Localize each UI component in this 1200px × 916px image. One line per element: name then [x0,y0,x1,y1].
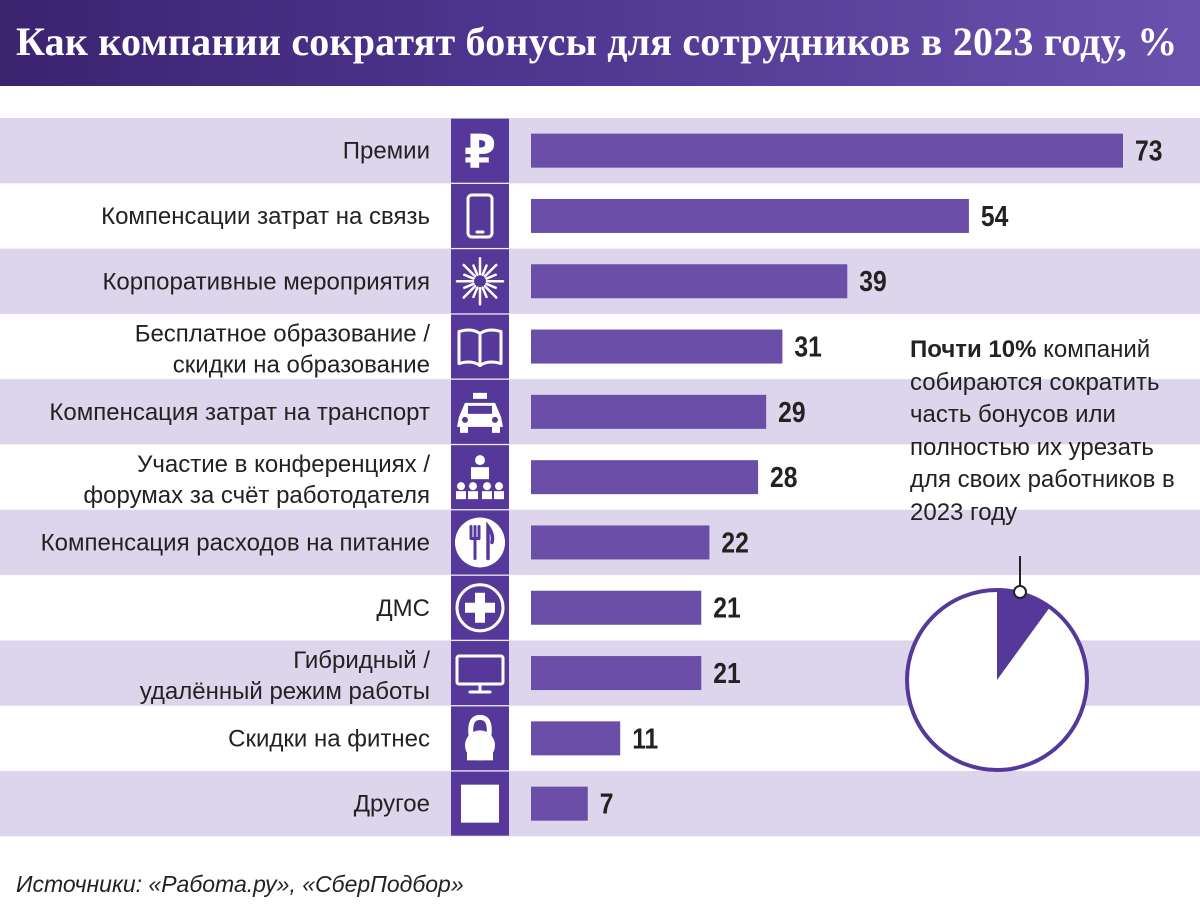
category-label: Участие в конференциях / [137,451,430,478]
pie-slice [997,590,1050,680]
category-label: Скидки на фитнес [228,725,430,752]
bar-row: Корпоративные мероприятия 39 [102,249,887,314]
category-label: Корпоративные мероприятия [102,268,430,295]
value-label: 21 [713,657,740,689]
kettlebell-icon [451,706,509,771]
value-label: 11 [632,722,658,754]
bar [531,198,969,233]
bar-row: Компенсация затрат на транспорт 29 [49,379,806,444]
category-label: скидки на образование [173,352,430,379]
bar-row: Бесплатное образование / скидки на образо… [135,314,822,379]
bar-row: Скидки на фитнес 11 [228,706,658,771]
medical-cross-icon [451,575,509,640]
svg-text:₽: ₽ [464,125,496,179]
bar [531,460,759,495]
pie-chart [905,556,1089,772]
value-label: 39 [859,265,886,297]
bar [531,329,783,364]
fireworks-icon [451,249,509,314]
category-label: Бесплатное образование / [135,321,431,348]
note-bold: Почти 10% [910,336,1037,363]
leader-dot [1013,585,1027,599]
bar [531,590,702,625]
bar [531,786,588,821]
bar [531,133,1123,168]
bar-row: Премии ₽73 [343,118,1162,183]
bar [531,721,621,756]
value-label: 22 [721,527,748,559]
category-label: Премии [343,138,430,165]
chart-title: Как компании сократят бонусы для сотрудн… [16,19,1178,64]
category-label: Другое [354,791,430,818]
blank-square-icon [451,771,509,836]
value-label: 21 [713,592,740,624]
bar-row: ДМС 21 [376,575,741,640]
category-label: Компенсация затрат на транспорт [49,399,430,426]
bar [531,656,702,691]
bar-row: Другое 7 [354,771,614,836]
taxi-icon [451,379,509,444]
ruble-icon: ₽ [451,118,509,183]
value-label: 31 [794,331,821,363]
row-band [0,771,1200,837]
value-label: 29 [778,396,805,428]
value-label: 7 [600,788,614,820]
bar [531,525,710,560]
value-label: 54 [981,200,1008,232]
category-label: Компенсации затрат на связь [101,203,430,230]
bar [531,264,848,299]
cutlery-icon [451,510,509,575]
conference-icon [451,445,509,510]
category-label: ДМС [376,595,430,622]
bar-row: Участие в конференциях / форумах за счёт … [83,445,798,510]
category-label: Компенсация расходов на питание [41,529,430,556]
value-label: 28 [770,461,797,493]
bar-row: Гибридный / удалённый режим работы 21 [140,641,741,706]
monitor-icon [451,641,509,706]
category-label: Гибридный / [293,647,430,674]
bar [531,394,767,429]
bar-row: Компенсация расходов на питание 22 [41,510,749,575]
category-label: форумах за счёт работодателя [83,482,430,509]
category-label: удалённый режим работы [140,678,430,705]
note-body: компаний собираются сократить часть бону… [910,336,1175,526]
title-bar: Как компании сократят бонусы для сотрудн… [0,0,1200,86]
note-text: Почти 10% компаний собираются сократить … [910,334,1195,529]
value-label: 73 [1135,135,1162,167]
phone-icon [451,183,509,248]
book-icon [451,314,509,379]
source-note: Источники: «Работа.ру», «СберПодбор» [16,871,464,897]
bar-row: Компенсации затрат на связь 54 [101,183,1008,248]
